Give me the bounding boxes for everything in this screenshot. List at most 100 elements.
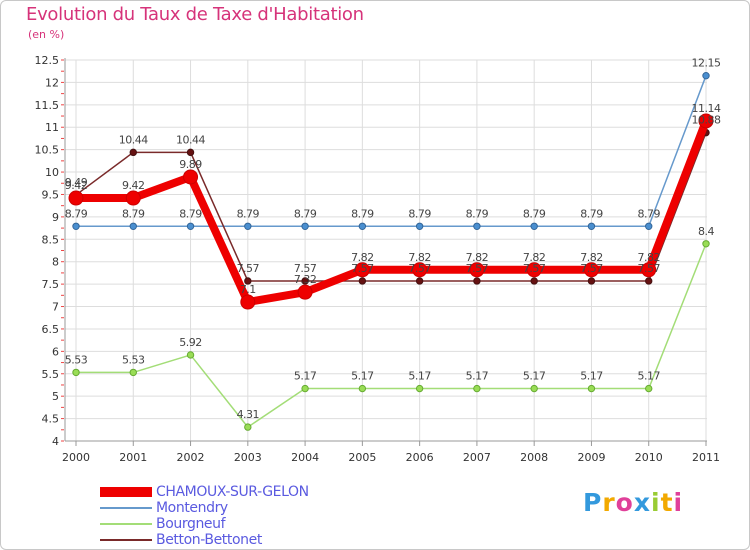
- data-label-montendry: 8.79: [523, 207, 546, 220]
- point-montendry: [530, 222, 538, 230]
- point-chamoux-sur-gelon: [526, 262, 542, 278]
- point-chamoux-sur-gelon: [469, 262, 485, 278]
- legend-item-montendry: Montendry: [100, 500, 420, 516]
- logo-letter: t: [660, 488, 674, 517]
- point-chamoux-sur-gelon: [354, 262, 370, 278]
- data-label-montendry: 8.79: [637, 207, 660, 220]
- y-tick-label: 4.5: [42, 413, 60, 426]
- point-montendry: [645, 222, 653, 230]
- data-label-bourgneuf: 4.31: [237, 408, 260, 421]
- series-line-chamoux-sur-gelon: [72, 116, 710, 307]
- point-chamoux-sur-gelon: [297, 284, 313, 300]
- y-tick-label: 6.5: [42, 323, 60, 336]
- logo-letter: P: [583, 488, 603, 517]
- logo-letter: i: [651, 488, 661, 517]
- point-bourgneuf: [645, 384, 653, 393]
- data-label-betton-bettonet: 7.57: [408, 262, 431, 275]
- point-montendry: [473, 222, 481, 230]
- data-label-chamoux-sur-gelon: 7.1: [240, 283, 256, 296]
- x-tick-label: 2007: [463, 451, 491, 464]
- data-label-chamoux-sur-gelon: 7.82: [580, 251, 603, 264]
- y-tick-label: 10: [45, 166, 59, 179]
- point-chamoux-sur-gelon: [698, 113, 714, 129]
- point-montendry: [358, 222, 367, 230]
- point-bourgneuf: [702, 240, 710, 248]
- series-line-montendry: [75, 74, 707, 228]
- data-labels: 5.53 5.53 5.92 4.31 5.17 5.17 5.17 5.17 5.17 5.17…: [65, 57, 722, 421]
- point-chamoux-sur-gelon: [641, 262, 657, 278]
- point-bourgneuf: [415, 384, 424, 393]
- axes: 4 4.5 5 5.5 6 6.5 7 7.5 8 8.5 9 9.5 10 10.5 11 11.5 12 12…: [35, 54, 721, 464]
- data-label-chamoux-sur-gelon: 7.82: [523, 251, 546, 264]
- data-label-chamoux-sur-gelon: 7.32: [294, 273, 317, 286]
- data-label-chamoux-sur-gelon: 9.89: [179, 158, 202, 171]
- data-label-bourgneuf: 8.4: [698, 225, 714, 238]
- legend-swatch-chamoux: [100, 487, 152, 497]
- point-betton-bettonet: [587, 277, 596, 285]
- y-tick-label: 8: [52, 256, 59, 269]
- point-betton-bettonet: [645, 277, 653, 285]
- data-label-betton-bettonet: 7.57: [466, 262, 489, 275]
- data-label-bourgneuf: 5.53: [65, 353, 88, 366]
- data-label-bourgneuf: 5.17: [523, 370, 546, 383]
- legend-item-bourgneuf: Bourgneuf: [100, 516, 420, 532]
- x-tick-label: 2005: [348, 451, 376, 464]
- data-label-chamoux-sur-gelon: 7.82: [351, 251, 374, 264]
- data-label-bourgneuf: 5.17: [351, 370, 374, 383]
- x-tick-label: 2006: [406, 451, 434, 464]
- point-chamoux-sur-gelon: [240, 294, 256, 310]
- point-betton-bettonet: [244, 277, 252, 285]
- data-label-bourgneuf: 5.17: [466, 370, 489, 383]
- x-tick-label: 2004: [291, 451, 319, 464]
- point-bourgneuf: [186, 351, 195, 359]
- point-montendry: [702, 71, 710, 80]
- point-betton-bettonet: [358, 277, 367, 285]
- point-chamoux-sur-gelon: [125, 190, 141, 206]
- data-label-montendry: 8.79: [580, 207, 603, 220]
- data-label-montendry: 12.15: [692, 57, 721, 70]
- data-label-bourgneuf: 5.17: [294, 370, 317, 383]
- data-label-chamoux-sur-gelon: 7.82: [637, 251, 660, 264]
- point-montendry: [301, 222, 309, 230]
- point-montendry: [415, 222, 424, 230]
- y-tick-label: 10.5: [35, 144, 60, 157]
- legend-label-chamoux: CHAMOUX-SUR-GELON: [156, 484, 309, 500]
- x-tick-label: 2010: [635, 451, 663, 464]
- point-chamoux-sur-gelon: [183, 169, 199, 185]
- data-label-montendry: 8.79: [351, 207, 374, 220]
- legend: CHAMOUX-SUR-GELON Montendry Bourgneuf Be…: [100, 484, 420, 548]
- data-label-betton-bettonet: 9.49: [65, 176, 88, 189]
- point-bourgneuf: [244, 423, 252, 431]
- y-tick-label: 6: [52, 345, 59, 358]
- series-group: [68, 71, 714, 431]
- point-bourgneuf: [530, 384, 538, 393]
- point-bourgneuf: [301, 384, 309, 393]
- y-tick-label: 7: [52, 301, 59, 314]
- point-montendry: [244, 222, 252, 230]
- data-label-betton-bettonet: 7.57: [580, 262, 603, 275]
- data-label-betton-bettonet: 7.57: [637, 262, 660, 275]
- data-label-bourgneuf: 5.17: [637, 370, 660, 383]
- y-tick-label: 12: [45, 76, 59, 89]
- series-line-bourgneuf: [75, 243, 707, 428]
- data-label-bourgneuf: 5.92: [179, 336, 202, 349]
- x-tick-label: 2002: [177, 451, 205, 464]
- data-label-montendry: 8.79: [122, 207, 145, 220]
- y-tick-label: 4: [52, 435, 59, 448]
- point-betton-bettonet: [301, 277, 309, 285]
- chart-subtitle: (en %): [28, 28, 65, 41]
- data-label-chamoux-sur-gelon: 11.14: [692, 102, 721, 115]
- x-tick-label: 2009: [577, 451, 605, 464]
- data-label-betton-bettonet: 7.57: [351, 262, 374, 275]
- y-tick-label: 8.5: [42, 233, 60, 246]
- data-label-chamoux-sur-gelon: 9.42: [122, 179, 145, 192]
- data-label-montendry: 8.79: [237, 207, 260, 220]
- data-label-bourgneuf: 5.17: [408, 370, 431, 383]
- data-label-bourgneuf: 5.17: [580, 370, 603, 383]
- data-label-chamoux-sur-gelon: 7.82: [466, 251, 489, 264]
- data-label-betton-bettonet: 7.57: [523, 262, 546, 275]
- data-label-bourgneuf: 5.53: [122, 353, 145, 366]
- point-montendry: [186, 222, 195, 230]
- data-label-montendry: 8.79: [179, 207, 202, 220]
